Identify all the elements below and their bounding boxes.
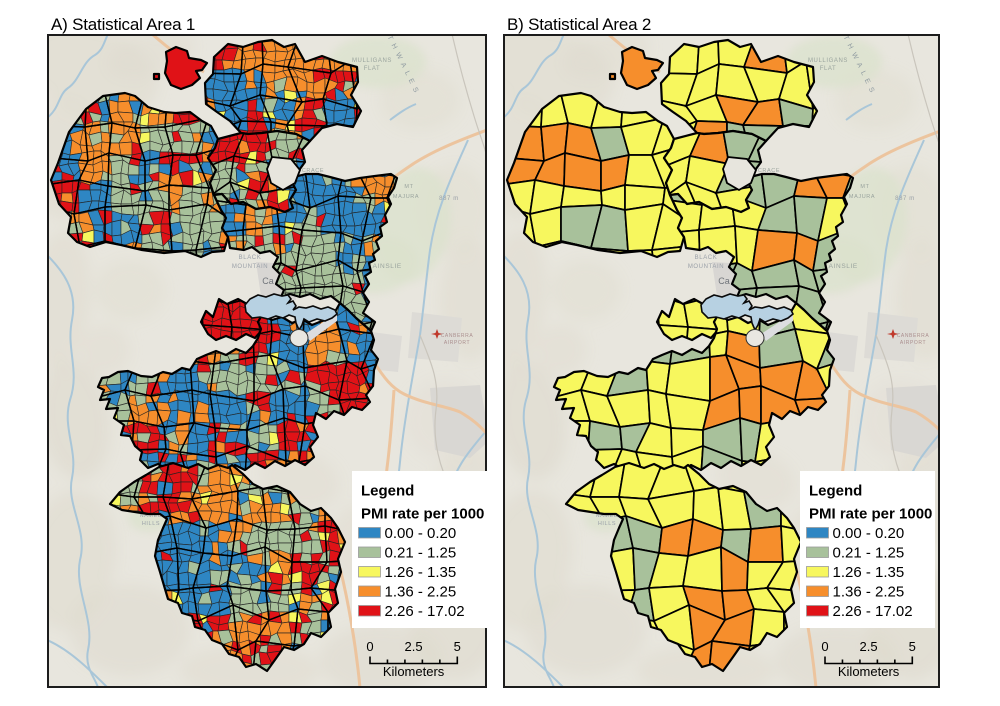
svg-text:CRACE: CRACE: [302, 168, 324, 174]
svg-text:Ca: Ca: [718, 276, 730, 286]
svg-text:A) Statistical Area 1: A) Statistical Area 1: [51, 15, 195, 34]
svg-text:MT: MT: [404, 184, 413, 190]
svg-text:MT AINSLIE: MT AINSLIE: [360, 263, 402, 270]
svg-text:2.5: 2.5: [860, 639, 878, 654]
svg-text:MAJURA: MAJURA: [393, 194, 419, 200]
svg-text:CANBERRA: CANBERRA: [897, 333, 930, 339]
svg-text:BLACK: BLACK: [695, 255, 718, 261]
svg-text:MAJURA: MAJURA: [849, 194, 875, 200]
svg-text:PMI rate per 1000: PMI rate per 1000: [361, 506, 484, 523]
svg-text:2.26 - 17.02: 2.26 - 17.02: [833, 603, 913, 620]
svg-text:0.00 - 0.20: 0.00 - 0.20: [385, 525, 457, 542]
svg-text:0: 0: [366, 639, 373, 654]
svg-text:887 m: 887 m: [439, 196, 459, 202]
svg-text:AIRPORT: AIRPORT: [444, 340, 470, 346]
svg-text:Legend: Legend: [809, 483, 862, 500]
svg-text:Legend: Legend: [361, 483, 414, 500]
svg-text:2.5: 2.5: [405, 639, 423, 654]
svg-text:0: 0: [821, 639, 828, 654]
svg-text:1.26 - 1.35: 1.26 - 1.35: [833, 564, 905, 581]
svg-text:0.21 - 1.25: 0.21 - 1.25: [385, 545, 457, 562]
svg-text:MULLIGANS: MULLIGANS: [352, 58, 392, 64]
svg-text:CRACE: CRACE: [758, 168, 780, 174]
svg-text:5: 5: [454, 639, 461, 654]
svg-text:2.26 - 17.02: 2.26 - 17.02: [385, 603, 465, 620]
svg-text:887 m: 887 m: [895, 196, 915, 202]
svg-text:0.00 - 0.20: 0.00 - 0.20: [833, 525, 905, 542]
svg-text:FLAT: FLAT: [364, 66, 381, 72]
svg-text:MOUNTAIN: MOUNTAIN: [232, 264, 268, 270]
svg-text:1.26 - 1.35: 1.26 - 1.35: [385, 564, 457, 581]
svg-text:CANBERRA: CANBERRA: [441, 333, 474, 339]
svg-text:MT: MT: [860, 184, 869, 190]
svg-text:5: 5: [909, 639, 916, 654]
svg-text:HILLS: HILLS: [142, 521, 160, 527]
svg-text:MOUNTAIN: MOUNTAIN: [688, 264, 724, 270]
svg-text:PMI rate per 1000: PMI rate per 1000: [809, 506, 932, 523]
svg-text:B) Statistical Area 2: B) Statistical Area 2: [507, 15, 651, 34]
svg-text:0.21 - 1.25: 0.21 - 1.25: [833, 545, 905, 562]
svg-text:Kilometers: Kilometers: [383, 664, 445, 679]
svg-text:NAMED: NAMED: [596, 513, 619, 519]
svg-text:NAMED: NAMED: [140, 513, 163, 519]
svg-text:1.36 - 2.25: 1.36 - 2.25: [385, 584, 457, 601]
svg-text:Ca: Ca: [262, 276, 274, 286]
svg-text:AIRPORT: AIRPORT: [900, 340, 926, 346]
svg-text:MULLIGANS: MULLIGANS: [808, 58, 848, 64]
svg-text:MT AINSLIE: MT AINSLIE: [816, 263, 858, 270]
svg-text:FLAT: FLAT: [820, 66, 837, 72]
svg-text:Kilometers: Kilometers: [838, 664, 900, 679]
svg-text:1.36 - 2.25: 1.36 - 2.25: [833, 584, 905, 601]
svg-text:BLACK: BLACK: [239, 255, 262, 261]
svg-text:HILLS: HILLS: [598, 521, 616, 527]
